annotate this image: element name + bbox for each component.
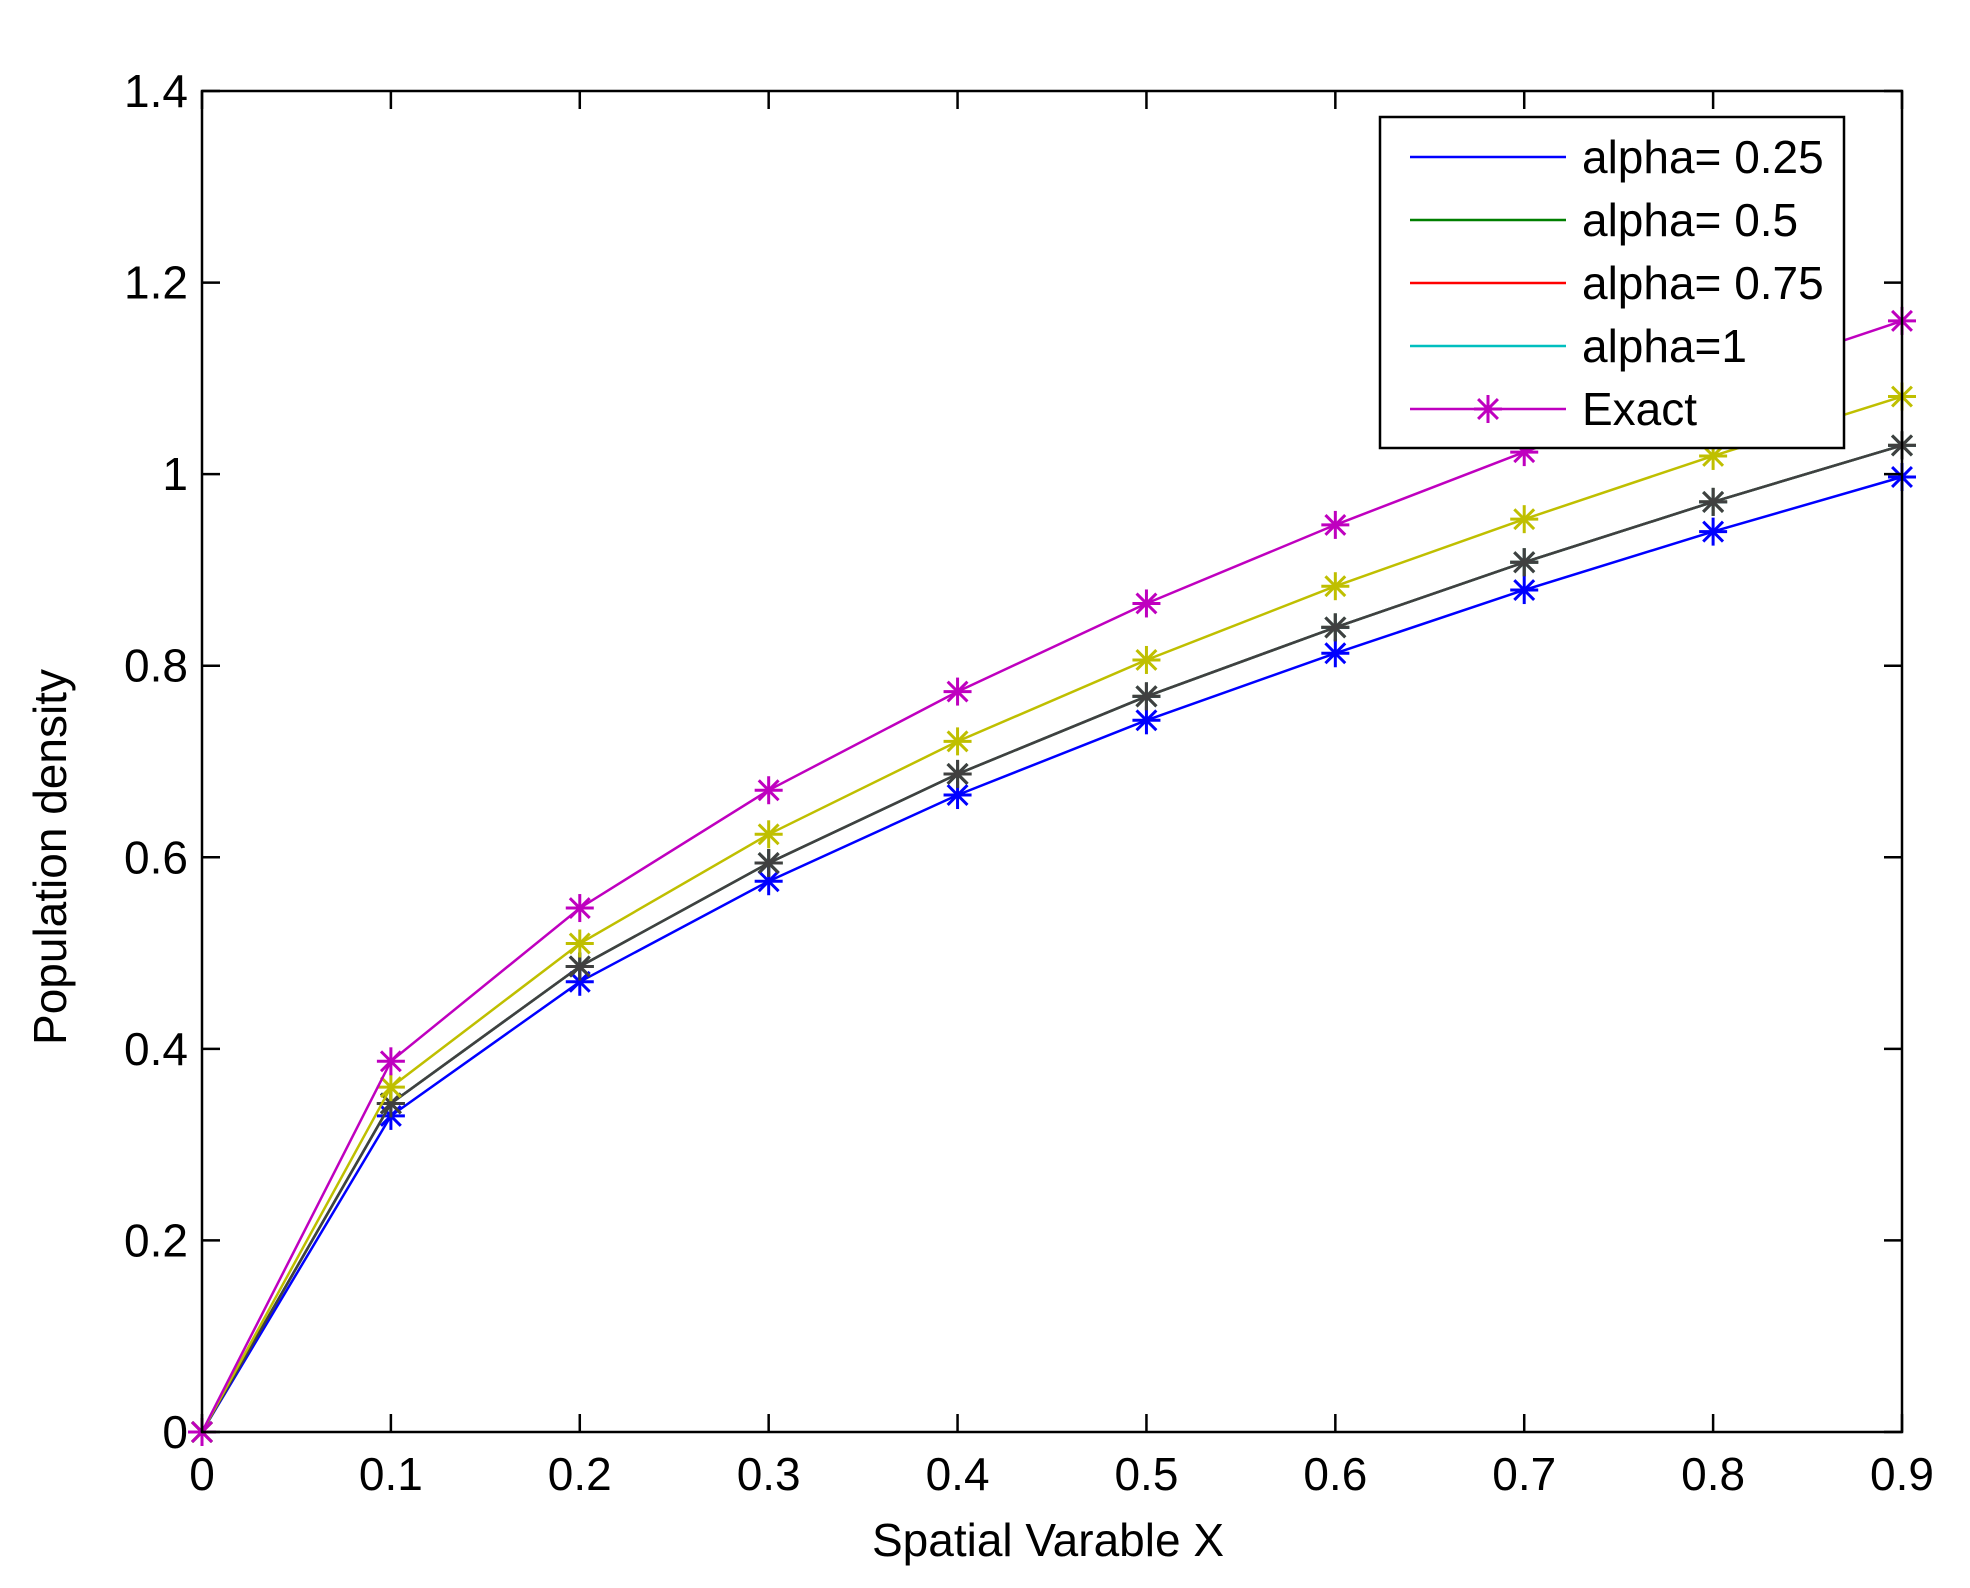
legend-item: alpha= 0.75 <box>1410 257 1824 309</box>
series-line <box>200 444 1903 1433</box>
data-point <box>1321 572 1350 601</box>
data-point <box>943 677 972 706</box>
data-point <box>754 820 783 849</box>
data-point <box>1699 517 1728 546</box>
x-tick-label: 0.1 <box>359 1448 423 1500</box>
x-tick-label: 0 <box>189 1448 215 1500</box>
data-point <box>1321 510 1350 539</box>
x-tick-label: 0.3 <box>737 1448 801 1500</box>
data-point <box>1510 505 1539 534</box>
data-point <box>1321 613 1350 642</box>
data-point <box>1132 589 1161 618</box>
x-tick-label: 0.7 <box>1492 1448 1556 1500</box>
y-tick-label: 1.4 <box>124 65 188 117</box>
legend-item: alpha= 0.25 <box>1410 131 1824 183</box>
data-point <box>754 776 783 805</box>
data-point <box>943 759 972 788</box>
plot-frame <box>200 89 1904 1434</box>
data-point <box>1132 645 1161 674</box>
legend-label: alpha= 0.75 <box>1582 257 1824 309</box>
y-axis-title: Population density <box>24 669 76 1045</box>
series-5 <box>188 382 1916 1446</box>
data-point <box>1510 576 1539 605</box>
legend-item: Exact <box>1410 383 1697 435</box>
y-tick-label: 0.8 <box>124 640 188 692</box>
x-tick-label: 0.9 <box>1870 1448 1934 1500</box>
y-tick-label: 0.2 <box>124 1214 188 1266</box>
data-point <box>376 1073 405 1102</box>
y-tick-label: 1 <box>162 448 188 500</box>
x-tick-label: 0.2 <box>548 1448 612 1500</box>
legend-item: alpha= 0.5 <box>1410 194 1798 246</box>
x-tick-label: 0.5 <box>1114 1448 1178 1500</box>
data-point <box>565 894 594 923</box>
data-point <box>1699 487 1728 516</box>
y-tick-label: 1.2 <box>124 257 188 309</box>
data-point <box>1132 706 1161 735</box>
legend-marker <box>1474 395 1502 423</box>
data-point <box>1132 682 1161 711</box>
series-line <box>200 475 1903 1433</box>
y-tick-label: 0.4 <box>124 1023 188 1075</box>
series-0 <box>188 463 1916 1446</box>
series-line <box>200 395 1903 1433</box>
data-point <box>1321 639 1350 668</box>
data-point <box>1510 548 1539 577</box>
legend: alpha= 0.25 alpha= 0.5 alpha= 0.75 alpha=1 E… <box>1378 115 1846 450</box>
legend-label: alpha= 0.5 <box>1582 194 1798 246</box>
x-tick-label: 0.8 <box>1681 1448 1745 1500</box>
legend-label: Exact <box>1582 383 1697 435</box>
x-axis-title: Spatial Varable X <box>872 1514 1224 1566</box>
legend-label: alpha= 0.25 <box>1582 131 1824 183</box>
data-point <box>754 849 783 878</box>
data-point <box>943 727 972 756</box>
x-tick-label: 0.6 <box>1303 1448 1367 1500</box>
y-tick-label: 0 <box>162 1406 188 1458</box>
legend-item: alpha=1 <box>1410 320 1747 372</box>
x-tick-label: 0.4 <box>926 1448 990 1500</box>
axes: 0 0.1 0.2 0.3 0.4 0.5 0.6 0.7 0.8 0.9 0 0.2 0.4 0.6 0.… <box>124 65 1934 1500</box>
y-tick-label: 0.6 <box>124 831 188 883</box>
data-point <box>376 1047 405 1076</box>
data-point <box>565 929 594 958</box>
legend-label: alpha=1 <box>1582 320 1747 372</box>
